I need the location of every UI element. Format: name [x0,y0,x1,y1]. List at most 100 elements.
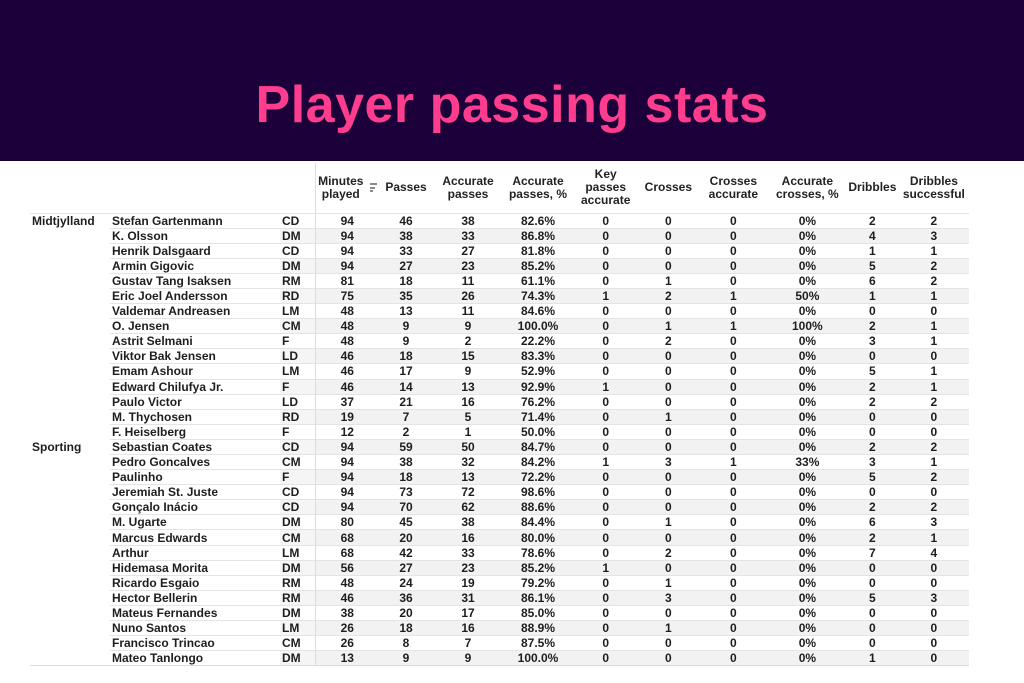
stat-cell-key_passes: 0 [573,499,639,515]
stat-cell-acc_passes_pct: 86.8% [503,227,573,244]
stat-cell-acc_passes: 7 [433,635,503,651]
stat-cell-dribbles_succ: 2 [898,393,970,410]
player-name-cell: Hidemasa Morita [110,559,280,576]
stat-cell-acc_crosses_pct: 0% [768,499,847,515]
position-cell: LM [280,620,315,636]
stat-cell-crosses: 0 [638,499,699,515]
table-row: Paulo Victor LD 37 21 16 76.2% 0 0 0 0% 2 2 [30,393,970,410]
stat-cell-acc_passes_pct: 22.2% [503,333,573,349]
col-header-accurate-crosses-pct[interactable]: Accurate crosses, % [768,163,847,214]
stat-cell-acc_crosses_pct: 0% [768,393,847,410]
stat-cell-minutes: 94 [314,453,379,470]
stat-cell-acc_passes: 11 [433,272,503,289]
stat-cell-acc_passes_pct: 61.1% [503,272,573,289]
stat-cell-crosses: 0 [638,257,699,274]
stat-cell-acc_passes_pct: 79.2% [503,574,573,591]
team-cell [30,499,110,515]
position-cell: RD [280,287,315,304]
col-header-accurate-passes-pct[interactable]: Accurate passes, % [503,163,573,214]
stat-cell-crosses_acc: 1 [698,287,769,304]
col-header-accurate-passes[interactable]: Accurate passes [433,163,503,214]
team-cell [30,243,110,259]
stat-cell-crosses_acc: 0 [698,529,769,546]
stat-cell-acc_crosses_pct: 0% [768,620,847,636]
stat-cell-crosses: 0 [638,635,699,651]
position-cell: CD [280,242,315,259]
col-header-passes[interactable]: Passes [379,163,433,214]
stat-cell-key_passes: 0 [573,529,639,546]
stat-cell-crosses_acc: 0 [698,620,769,636]
stat-cell-crosses: 0 [638,378,699,395]
stat-cell-acc_passes: 33 [433,227,503,244]
stat-cell-minutes: 56 [314,559,379,576]
stat-cell-acc_crosses_pct: 0% [768,559,847,576]
stat-cell-acc_passes: 15 [433,348,503,364]
stat-cell-crosses_acc: 0 [698,604,769,621]
player-name-cell: Marcus Edwards [110,529,280,546]
stat-cell-crosses: 0 [638,393,699,410]
table-row: Sporting Sebastian Coates CD 94 59 50 84.7% 0 0 0… [30,438,970,455]
stat-cell-minutes: 26 [314,620,379,636]
stat-cell-crosses: 1 [638,318,699,334]
stat-cell-crosses_acc: 0 [698,257,769,274]
stat-cell-acc_passes: 11 [433,303,503,319]
stat-cell-crosses_acc: 0 [698,212,769,229]
stat-cell-acc_passes_pct: 78.6% [503,544,573,561]
stat-cell-key_passes: 0 [573,544,639,561]
col-header-crosses[interactable]: Crosses [638,163,699,214]
stat-cell-dribbles: 0 [846,348,899,364]
player-name-cell: Mateo Tanlongo [110,650,280,667]
stat-cell-crosses: 2 [638,333,699,349]
stat-cell-passes: 42 [379,544,433,561]
stat-cell-crosses_acc: 1 [698,318,769,334]
table-row: Gustav Tang Isaksen RM 81 18 11 61.1% 0 1 0 0% 6 2 [30,272,970,289]
col-header-crosses-accurate[interactable]: Crosses accurate [698,163,769,214]
stat-cell-acc_passes: 19 [433,574,503,591]
stat-cell-acc_crosses_pct: 0% [768,333,847,349]
stat-cell-acc_crosses_pct: 0% [768,484,847,500]
stat-cell-acc_passes: 5 [433,408,503,425]
stat-cell-dribbles: 0 [846,635,899,651]
sort-icon[interactable] [369,182,377,194]
stat-cell-acc_crosses_pct: 0% [768,423,847,440]
table-row: Arthur LM 68 42 33 78.6% 0 2 0 0% 7 4 [30,544,970,561]
stat-cell-dribbles_succ: 1 [898,529,970,546]
position-cell: LD [280,348,315,364]
team-cell [30,650,110,667]
stat-cell-minutes: 38 [314,604,379,621]
stat-cell-acc_crosses_pct: 0% [768,604,847,621]
stat-cell-minutes: 94 [314,242,379,259]
position-cell: CD [280,212,315,229]
col-header-dribbles-successful[interactable]: Dribbles successful [898,163,970,214]
stat-cell-key_passes: 0 [573,303,639,319]
table-row: M. Ugarte DM 80 45 38 84.4% 0 1 0 0% 6 3 [30,514,970,530]
stat-cell-dribbles: 7 [846,544,899,561]
stat-cell-key_passes: 0 [573,423,639,440]
stat-cell-passes: 9 [379,333,433,349]
stat-cell-acc_passes: 50 [433,438,503,455]
position-cell: CD [280,484,315,500]
col-header-key-passes[interactable]: Key passes accurate [573,163,639,214]
stat-cell-crosses: 0 [638,212,699,229]
stat-cell-crosses_acc: 0 [698,559,769,576]
stat-cell-key_passes: 0 [573,363,639,380]
stat-cell-passes: 35 [379,287,433,304]
col-header-dribbles[interactable]: Dribbles [846,163,899,214]
stat-cell-crosses_acc: 1 [698,453,769,470]
stat-cell-passes: 38 [379,227,433,244]
table-row: F. Heiselberg F 12 2 1 50.0% 0 0 0 0% 0 0 [30,423,970,440]
team-cell [30,484,110,500]
stat-cell-passes: 59 [379,438,433,455]
stat-cell-minutes: 19 [314,408,379,425]
stat-cell-acc_passes: 72 [433,484,503,500]
col-header-minutes[interactable]: Minutes played [314,163,379,214]
position-cell: LM [280,363,315,380]
stat-cell-passes: 27 [379,257,433,274]
stat-cell-passes: 18 [379,469,433,485]
stat-cell-acc_crosses_pct: 0% [768,438,847,455]
stat-cell-minutes: 94 [314,469,379,485]
team-cell [30,228,110,244]
position-cell: F [280,423,315,440]
stat-cell-dribbles_succ: 0 [898,303,970,319]
stat-cell-acc_passes: 27 [433,242,503,259]
